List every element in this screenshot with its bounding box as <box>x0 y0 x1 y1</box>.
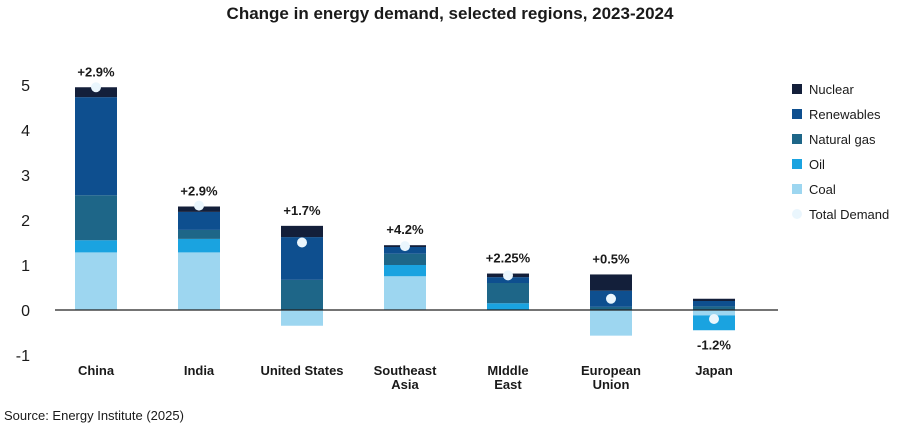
total-demand-marker <box>503 270 513 281</box>
legend-swatch-natural-gas <box>792 134 802 144</box>
category-label: United States <box>260 363 343 378</box>
bar-segment-natural-gas <box>590 306 632 310</box>
legend-swatch-oil <box>792 159 802 169</box>
bar-segment-nuclear <box>281 225 323 238</box>
bar-segment-oil <box>384 265 426 277</box>
data-label: -1.2% <box>697 337 731 352</box>
category-label: MIddle <box>487 363 528 378</box>
bar-segment-natural-gas <box>178 229 220 239</box>
legend-label: Oil <box>809 157 825 172</box>
legend-label: Total Demand <box>809 207 889 222</box>
category-label: India <box>184 363 215 378</box>
chart-title: Change in energy demand, selected region… <box>227 4 674 23</box>
bar-segment-natural-gas <box>487 283 529 304</box>
total-demand-marker <box>297 237 307 248</box>
bar-segment-natural-gas <box>75 195 117 241</box>
labels-layer: +2.9% China +2.9% India +1.7% United States +4… <box>55 64 778 392</box>
total-demand-marker <box>91 82 101 93</box>
bar-segment-coal <box>590 310 632 336</box>
bar-segment-natural-gas <box>384 253 426 265</box>
bar-segment-oil <box>487 303 529 310</box>
data-label: +2.9% <box>180 184 218 199</box>
legend-swatch-renewables <box>792 109 802 119</box>
category-label: Japan <box>695 363 733 378</box>
category-label: Asia <box>391 377 419 392</box>
bar-segment-natural-gas <box>693 306 735 310</box>
y-tick-label: 0 <box>21 303 30 320</box>
bar-segment-coal <box>693 310 735 316</box>
bar-segment-coal <box>75 252 117 310</box>
legend-swatch-total-demand <box>792 209 802 219</box>
category-label: Union <box>593 377 630 392</box>
data-label: +0.5% <box>592 251 630 266</box>
bars-layer <box>75 87 735 336</box>
y-tick-label: 2 <box>21 213 30 230</box>
bar-segment-renewables <box>75 97 117 196</box>
source-note: Source: Energy Institute (2025) <box>4 408 184 423</box>
category-label: China <box>78 363 115 378</box>
bar-segment-coal <box>281 310 323 326</box>
total-demand-marker <box>400 241 410 252</box>
axis-layer: -1 0 1 2 3 4 5 <box>16 78 30 365</box>
data-label: +2.25% <box>486 251 531 266</box>
legend-label: Renewables <box>809 107 881 122</box>
y-tick-label: 1 <box>21 258 30 275</box>
legend-label: Natural gas <box>809 132 876 147</box>
legend-label: Coal <box>809 182 836 197</box>
legend: Nuclear Renewables Natural gas Oil Coal Total… <box>792 82 889 222</box>
data-label: +2.9% <box>77 64 115 79</box>
bar-segment-nuclear <box>590 274 632 291</box>
bar-segment-oil <box>75 240 117 253</box>
legend-swatch-coal <box>792 184 802 194</box>
total-demand-marker <box>606 293 616 304</box>
y-tick-label: 5 <box>21 78 30 95</box>
bar-segment-natural-gas <box>281 279 323 310</box>
y-tick-label: 4 <box>21 123 30 140</box>
bar-segment-oil <box>178 238 220 253</box>
total-demand-marker <box>709 314 719 324</box>
legend-label: Nuclear <box>809 82 854 97</box>
bar-segment-nuclear <box>693 298 735 301</box>
legend-swatch-nuclear <box>792 84 802 94</box>
category-label: East <box>494 377 522 392</box>
category-label: European <box>581 363 641 378</box>
bar-segment-renewables <box>693 301 735 307</box>
markers-layer <box>91 82 719 324</box>
bar-segment-coal <box>178 252 220 310</box>
y-tick-label: -1 <box>16 348 30 365</box>
bar-segment-renewables <box>178 211 220 230</box>
bar-segment-coal <box>384 276 426 310</box>
data-label: +4.2% <box>386 222 424 237</box>
y-tick-label: 3 <box>21 168 30 185</box>
total-demand-marker <box>194 200 204 211</box>
category-label: Southeast <box>374 363 438 378</box>
data-label: +1.7% <box>283 203 321 218</box>
